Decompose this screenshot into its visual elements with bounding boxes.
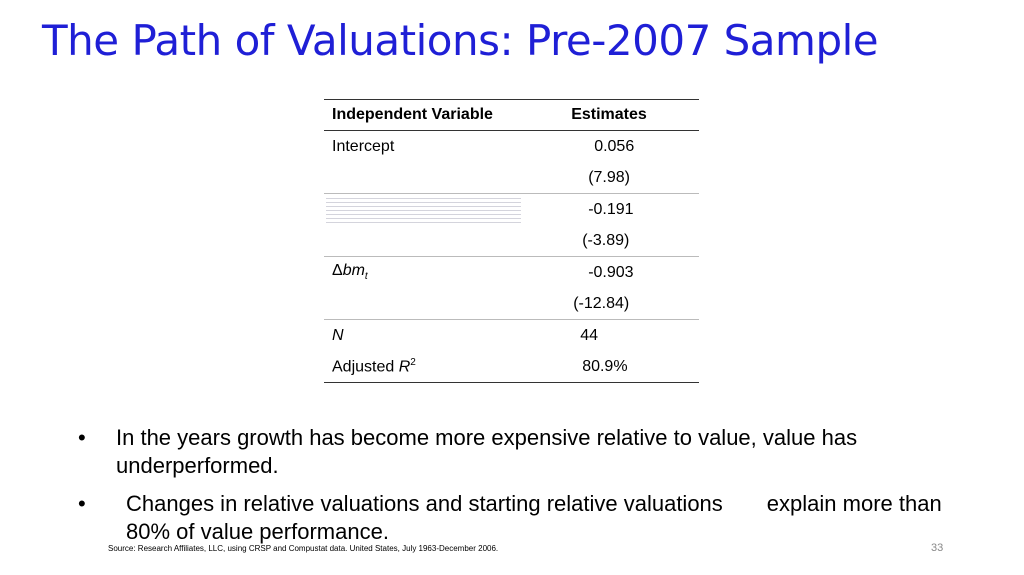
bullet-text-1: In the years growth has become more expe… <box>116 425 858 478</box>
bullet-list: • In the years growth has become more ex… <box>78 424 958 556</box>
table-row: (-3.89) <box>324 225 699 257</box>
bullet-item: • Changes in relative valuations and sta… <box>78 490 958 546</box>
slide-title: The Path of Valuations: Pre-2007 Sample <box>42 16 879 65</box>
regression-table: Independent Variable Estimates Intercept… <box>324 99 699 383</box>
bullet-dot-icon: • <box>78 425 86 450</box>
bullet-text-2b: explain more than 80% of value performan… <box>126 491 942 544</box>
bullet-item: • In the years growth has become more ex… <box>78 424 958 480</box>
row-label-embedded-image <box>324 193 569 225</box>
table-row: Δbmt -0.903 <box>324 256 699 288</box>
table-row: Intercept 0.056 <box>324 131 699 163</box>
tstat-intercept: (7.98) <box>588 168 630 186</box>
row-label-intercept: Intercept <box>332 137 395 155</box>
estimate-delta-bm: -0.903 <box>568 256 699 288</box>
table-row: Adjusted R2 80.9% <box>324 351 699 383</box>
estimate-intercept: 0.056 <box>594 137 635 155</box>
header-independent-variable: Independent Variable <box>324 99 569 131</box>
table-row: (-12.84) <box>324 288 699 320</box>
row-label-n: N <box>324 319 569 351</box>
tstat-delta-bm: (-12.84) <box>573 294 630 312</box>
table-row: (7.98) <box>324 162 699 194</box>
embedded-table-thumbnail <box>326 197 521 224</box>
table-row: -0.191 <box>324 193 699 225</box>
row-label-adjusted-r2: Adjusted R2 <box>324 351 569 383</box>
page-number: 33 <box>931 542 944 554</box>
source-note: Source: Research Affiliates, LLC, using … <box>108 544 499 553</box>
estimate-n: 44 <box>568 319 699 351</box>
bullet-dot-icon: • <box>78 491 86 516</box>
bullet-text-2a: Changes in relative valuations and start… <box>126 491 723 516</box>
row-label-delta-bm: Δbmt <box>324 256 569 288</box>
estimate-row-2: -0.191 <box>568 193 699 225</box>
header-estimates: Estimates <box>568 99 699 131</box>
tstat-row-2: (-3.89) <box>582 231 630 249</box>
table-header-row: Independent Variable Estimates <box>324 99 699 131</box>
table-row: N 44 <box>324 319 699 351</box>
estimate-adjusted-r2: 80.9% <box>568 351 699 383</box>
